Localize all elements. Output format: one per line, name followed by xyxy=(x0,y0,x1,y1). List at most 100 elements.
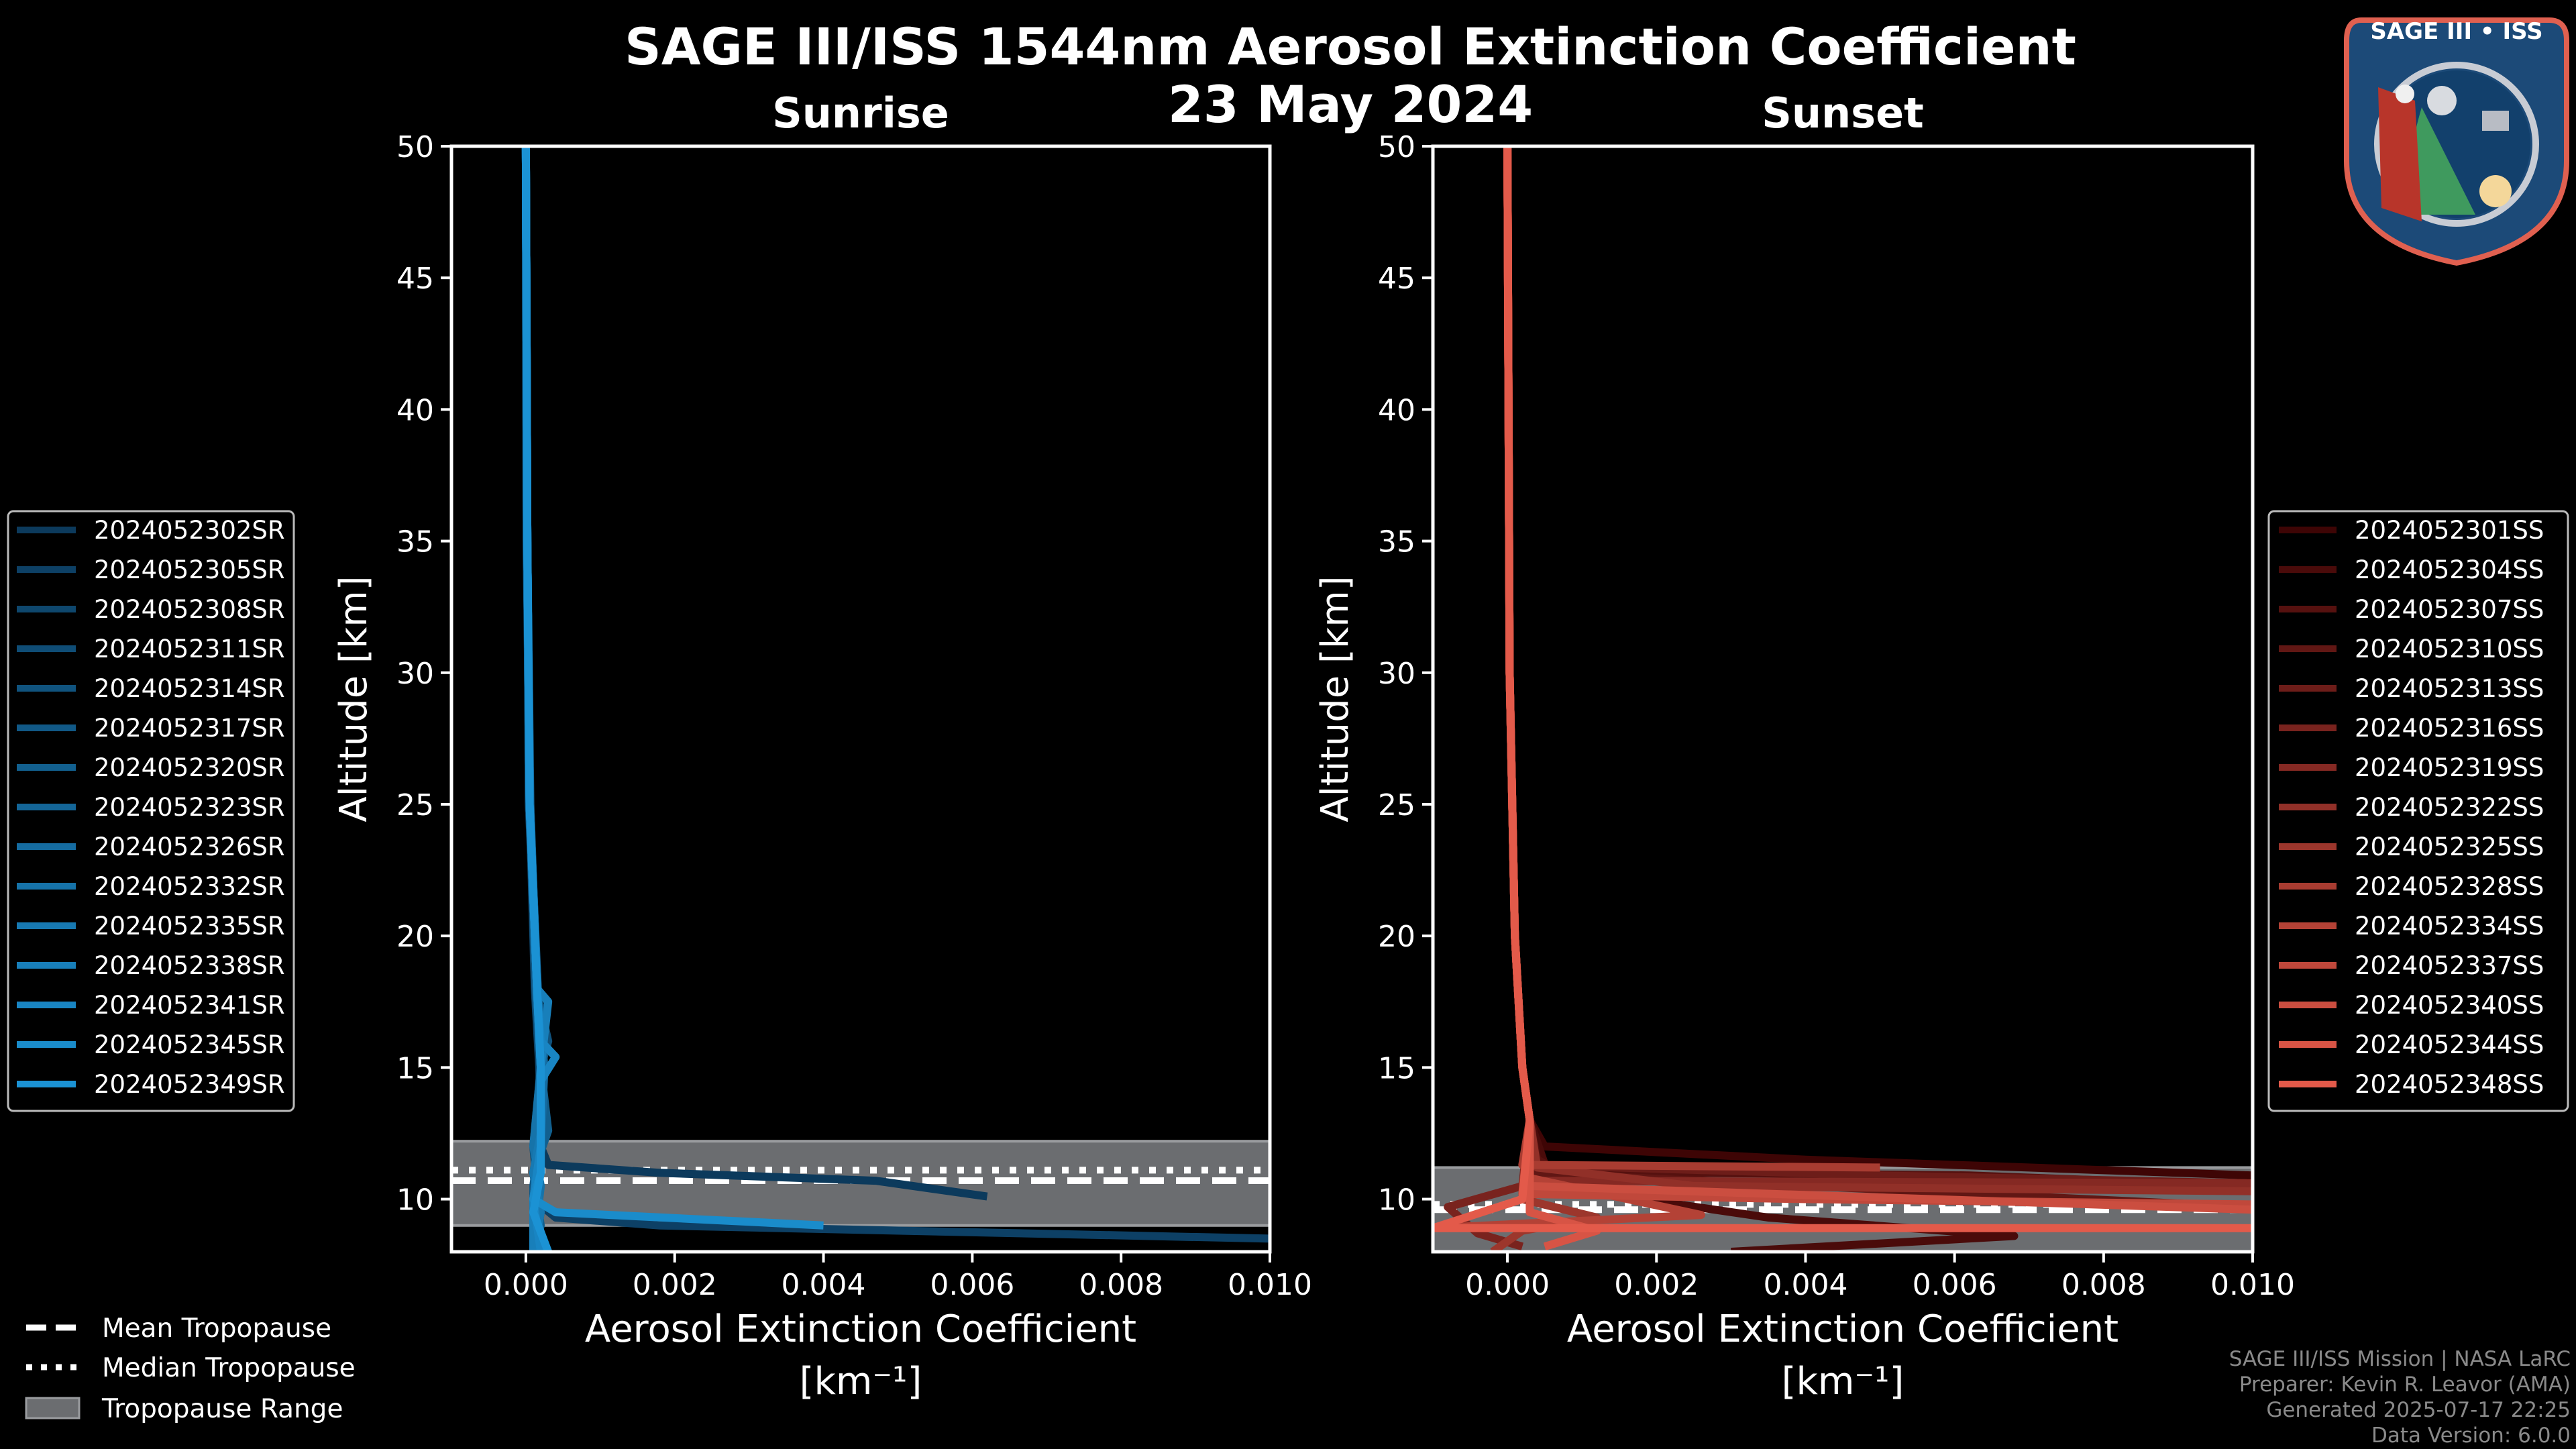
x-tick-label: 0.000 xyxy=(484,1268,568,1302)
x-tick-label: 0.000 xyxy=(1465,1268,1550,1302)
tropopause-legend-label: Mean Tropopause xyxy=(102,1313,331,1344)
y-axis-label: Altitude [km] xyxy=(1313,576,1357,822)
x-tick-label: 0.008 xyxy=(1079,1268,1163,1302)
legend-label: 2024052328SS xyxy=(2355,872,2544,901)
y-tick-label: 15 xyxy=(1378,1051,1415,1085)
legend-label: 2024052320SR xyxy=(94,753,285,782)
tropopause-legend-label: Median Tropopause xyxy=(102,1353,356,1383)
y-tick-label: 30 xyxy=(1378,657,1415,691)
legend-item: 2024052338SR xyxy=(17,951,285,980)
tropopause-legend: Mean Tropopause Median Tropopause Tropopau… xyxy=(25,1313,356,1424)
y-tick-label: 10 xyxy=(1378,1183,1415,1218)
legend-label: 2024052317SR xyxy=(94,714,285,743)
legend-label: 2024052345SR xyxy=(94,1030,285,1059)
y-tick-label: 25 xyxy=(396,788,434,822)
y-tick-label: 45 xyxy=(1378,262,1415,296)
y-tick-label: 25 xyxy=(1378,788,1415,822)
legend-label: 2024052349SR xyxy=(94,1070,285,1099)
y-tick-label: 20 xyxy=(396,920,434,954)
legend-item: 2024052317SR xyxy=(17,714,285,743)
legend-sunrise: 2024052302SR 2024052305SR 2024052308SR 2024… xyxy=(7,510,295,1112)
legend-item: 2024052328SS xyxy=(2279,872,2544,901)
x-tick-label: 0.010 xyxy=(2210,1268,2295,1302)
legend-item: 2024052307SS xyxy=(2279,595,2544,624)
x-tick-label: 0.002 xyxy=(1614,1268,1699,1302)
profile-line-2024052348SS xyxy=(1433,146,2253,1232)
legend-item: 2024052326SR xyxy=(17,833,285,861)
x-axis-unit: [km⁻¹] xyxy=(800,1360,922,1403)
legend-frame xyxy=(2267,510,2569,1112)
x-tick-label: 0.006 xyxy=(1913,1268,1997,1302)
x-tick-label: 0.004 xyxy=(782,1268,866,1302)
legend-label: 2024052302SR xyxy=(94,516,285,545)
legend-item: 2024052344SS xyxy=(2279,1030,2544,1059)
x-tick-label: 0.004 xyxy=(1763,1268,1847,1302)
panel-sunrise: 0.000 0.002 0.004 0.006 0.008 0.010 10 15 20 25 30… xyxy=(7,89,1312,1403)
plot-area xyxy=(1433,146,2253,1252)
legend-label: 2024052344SS xyxy=(2355,1030,2544,1059)
x-tick-label: 0.008 xyxy=(2061,1268,2146,1302)
legend-label: 2024052305SR xyxy=(94,555,285,584)
y-axis-label: Altitude [km] xyxy=(332,576,376,822)
axes-frame xyxy=(1431,144,2255,1254)
legend-label: 2024052319SS xyxy=(2355,753,2544,782)
legend-item: 2024052310SS xyxy=(2279,635,2544,663)
plot-content xyxy=(451,146,1270,1252)
legend-item: 2024052319SS xyxy=(2279,753,2544,782)
y-tick-label: 15 xyxy=(396,1051,434,1085)
legend-item: 2024052323SR xyxy=(17,793,285,822)
x-axis-unit: [km⁻¹] xyxy=(1782,1360,1904,1403)
y-tick-label: 40 xyxy=(1378,393,1415,427)
panel-title: Sunset xyxy=(1762,89,1924,138)
legend-label: 2024052335SR xyxy=(94,912,285,941)
legend-item: 2024052349SR xyxy=(17,1070,285,1099)
legend-item: 2024052332SR xyxy=(17,872,285,901)
y-tick-label: 50 xyxy=(396,130,434,164)
svg-text:SAGE III • ISS: SAGE III • ISS xyxy=(2370,18,2542,45)
x-axis-label: Aerosol Extinction Coefficient xyxy=(1567,1307,2118,1351)
plot-area xyxy=(451,146,1270,1252)
panel-sunset: 0.000 0.002 0.004 0.006 0.008 0.010 10 15 20 25 30… xyxy=(1313,89,2569,1403)
legend-label: 2024052322SS xyxy=(2355,793,2544,822)
footer-generated: Generated 2025-07-17 22:25 xyxy=(2266,1398,2571,1422)
legend-label: 2024052301SS xyxy=(2355,516,2544,545)
y-tick-label: 20 xyxy=(1378,920,1415,954)
legend-item: 2024052308SR xyxy=(17,595,285,624)
legend-sunset: 2024052301SS 2024052304SS 2024052307SS 2024… xyxy=(2267,510,2569,1112)
tropopause-range-swatch xyxy=(25,1397,80,1419)
footer-data-version: Data Version: 6.0.0 xyxy=(2371,1424,2571,1448)
legend-label: 2024052348SS xyxy=(2355,1070,2544,1099)
legend-item: 2024052305SR xyxy=(17,555,285,584)
legend-label: 2024052310SS xyxy=(2355,635,2544,663)
footer-preparer: Preparer: Kevin R. Leavor (AMA) xyxy=(2239,1373,2571,1397)
y-tick-label: 45 xyxy=(396,262,434,296)
legend-item: 2024052316SS xyxy=(2279,714,2544,743)
y-tick-label: 35 xyxy=(396,525,434,559)
legend-item: 2024052334SS xyxy=(2279,912,2544,941)
plot-content xyxy=(1433,146,2253,1252)
legend-label: 2024052325SS xyxy=(2355,833,2544,861)
legend-label: 2024052338SR xyxy=(94,951,285,980)
sage-iii-iss-logo: SAGE III • ISS xyxy=(2344,17,2569,266)
legend-label: 2024052334SS xyxy=(2355,912,2544,941)
legend-item: 2024052320SR xyxy=(17,753,285,782)
legend-label: 2024052332SR xyxy=(94,872,285,901)
legend-label: 2024052326SR xyxy=(94,833,285,861)
y-tick-label: 50 xyxy=(1378,130,1415,164)
legend-item: 2024052341SR xyxy=(17,991,285,1020)
legend-label: 2024052341SR xyxy=(94,991,285,1020)
legend-label: 2024052308SR xyxy=(94,595,285,624)
legend-label: 2024052307SS xyxy=(2355,595,2544,624)
legend-label: 2024052313SS xyxy=(2355,674,2544,703)
legend-label: 2024052311SR xyxy=(94,635,285,663)
x-tick-label: 0.010 xyxy=(1228,1268,1312,1302)
x-tick-label: 0.002 xyxy=(633,1268,717,1302)
legend-label: 2024052304SS xyxy=(2355,555,2544,584)
legend-item: 2024052311SR xyxy=(17,635,285,663)
figure-title: SAGE III/ISS 1544nm Aerosol Extinction C… xyxy=(625,17,2076,76)
legend-label: 2024052323SR xyxy=(94,793,285,822)
y-tick-label: 35 xyxy=(1378,525,1415,559)
legend-frame xyxy=(7,510,295,1112)
legend-label: 2024052340SS xyxy=(2355,991,2544,1020)
